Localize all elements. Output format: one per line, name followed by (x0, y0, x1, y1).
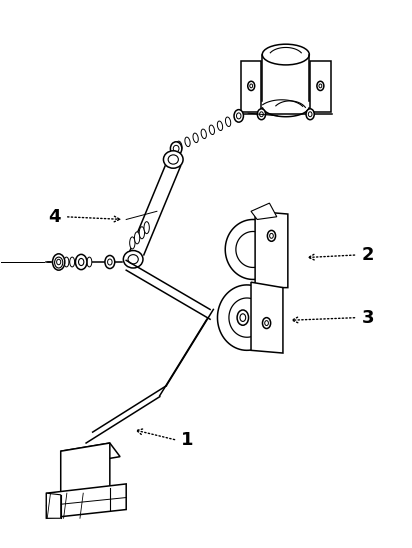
Ellipse shape (236, 113, 241, 119)
Ellipse shape (70, 257, 75, 267)
Ellipse shape (237, 310, 248, 326)
Ellipse shape (306, 109, 314, 119)
Polygon shape (47, 484, 126, 518)
Ellipse shape (258, 109, 266, 119)
Ellipse shape (168, 155, 178, 164)
Ellipse shape (108, 259, 112, 265)
Ellipse shape (201, 129, 206, 139)
Ellipse shape (171, 142, 182, 156)
Polygon shape (61, 443, 120, 465)
Ellipse shape (267, 230, 276, 241)
Ellipse shape (144, 221, 149, 233)
Polygon shape (251, 282, 283, 353)
Ellipse shape (308, 112, 312, 117)
Ellipse shape (319, 84, 322, 88)
Ellipse shape (250, 84, 253, 88)
Ellipse shape (64, 257, 69, 267)
Ellipse shape (262, 44, 309, 65)
Ellipse shape (225, 117, 231, 127)
Ellipse shape (317, 81, 324, 90)
Ellipse shape (75, 257, 80, 267)
Ellipse shape (139, 227, 145, 239)
Text: 3: 3 (361, 309, 374, 327)
Ellipse shape (173, 145, 179, 152)
Polygon shape (251, 203, 277, 220)
Ellipse shape (218, 121, 222, 130)
Ellipse shape (128, 255, 138, 264)
Ellipse shape (164, 151, 183, 168)
Ellipse shape (54, 257, 63, 268)
Ellipse shape (79, 259, 84, 266)
Ellipse shape (265, 321, 268, 326)
Ellipse shape (130, 237, 135, 249)
Ellipse shape (209, 125, 215, 135)
Ellipse shape (269, 233, 273, 238)
Text: 1: 1 (181, 431, 194, 449)
Text: 2: 2 (361, 246, 374, 264)
Ellipse shape (81, 257, 86, 267)
Polygon shape (310, 61, 330, 112)
Ellipse shape (240, 314, 246, 322)
Polygon shape (255, 212, 288, 288)
Ellipse shape (260, 112, 263, 117)
Ellipse shape (87, 257, 92, 267)
Ellipse shape (262, 318, 271, 328)
Ellipse shape (234, 110, 243, 122)
Ellipse shape (56, 259, 61, 265)
Ellipse shape (177, 141, 182, 151)
Polygon shape (47, 493, 61, 518)
Ellipse shape (123, 250, 143, 268)
Ellipse shape (105, 255, 115, 269)
Ellipse shape (53, 254, 65, 270)
Polygon shape (61, 443, 110, 495)
Ellipse shape (248, 81, 255, 90)
Polygon shape (241, 61, 262, 112)
Ellipse shape (75, 254, 87, 270)
Text: 4: 4 (48, 208, 61, 226)
Ellipse shape (134, 232, 140, 244)
Ellipse shape (185, 137, 190, 147)
Ellipse shape (193, 133, 198, 142)
